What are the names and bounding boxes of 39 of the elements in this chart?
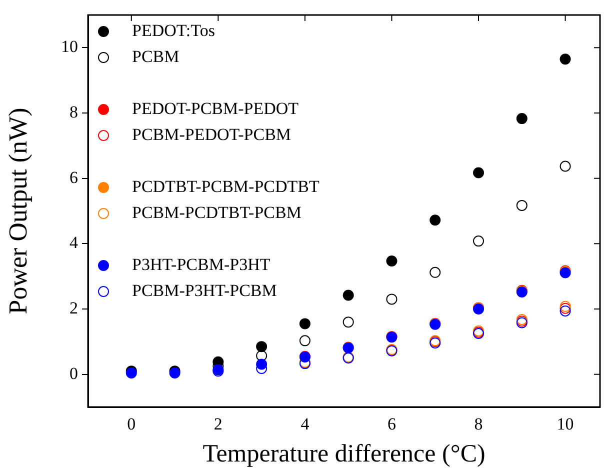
point [256,350,268,362]
x-tick-label: 6 [387,414,396,434]
x-tick-label: 10 [556,414,574,434]
y-tick-label: 8 [70,102,78,122]
y-tick-label: 2 [70,298,78,318]
y-tick-label: 4 [70,233,78,252]
legend-label: PCBM-P3HT-PCBM [132,280,277,302]
legend-label: PCBM-PCDTBT-PCBM [132,202,302,224]
point [560,305,571,316]
x-axis-title: Temperature difference (°C) [202,440,486,468]
point [473,167,484,178]
point [386,255,398,266]
point [473,236,484,247]
y-tick-label: 6 [70,168,78,187]
point [430,214,441,226]
legend-label: PCDTBT-PCBM-PCDTBT [132,176,320,198]
point [299,318,310,330]
point [342,316,354,328]
legend-label: PCBM [132,46,180,68]
point [299,335,310,346]
x-tick-label: 2 [214,414,222,434]
point [516,113,528,124]
point [342,290,354,301]
point [256,341,268,352]
legend-label: PCBM-PEDOT-PCBM [132,124,292,146]
point [560,160,571,172]
point [430,266,441,278]
legend-label: PEDOT-PCBM-PEDOT [132,98,299,120]
legend-label: PEDOT:Tos [132,20,215,42]
point [516,200,528,211]
y-tick-label: 10 [61,37,78,56]
legend-label: P3HT-PCBM-P3HT [132,254,270,276]
x-tick-label: 4 [300,414,310,434]
x-tick-label: 8 [474,414,483,434]
point [560,54,571,65]
y-tick-label: 0 [70,364,78,383]
point [386,294,398,305]
x-tick-label: 0 [127,414,136,434]
y-axis-title: Power Output (nW) [3,108,32,314]
